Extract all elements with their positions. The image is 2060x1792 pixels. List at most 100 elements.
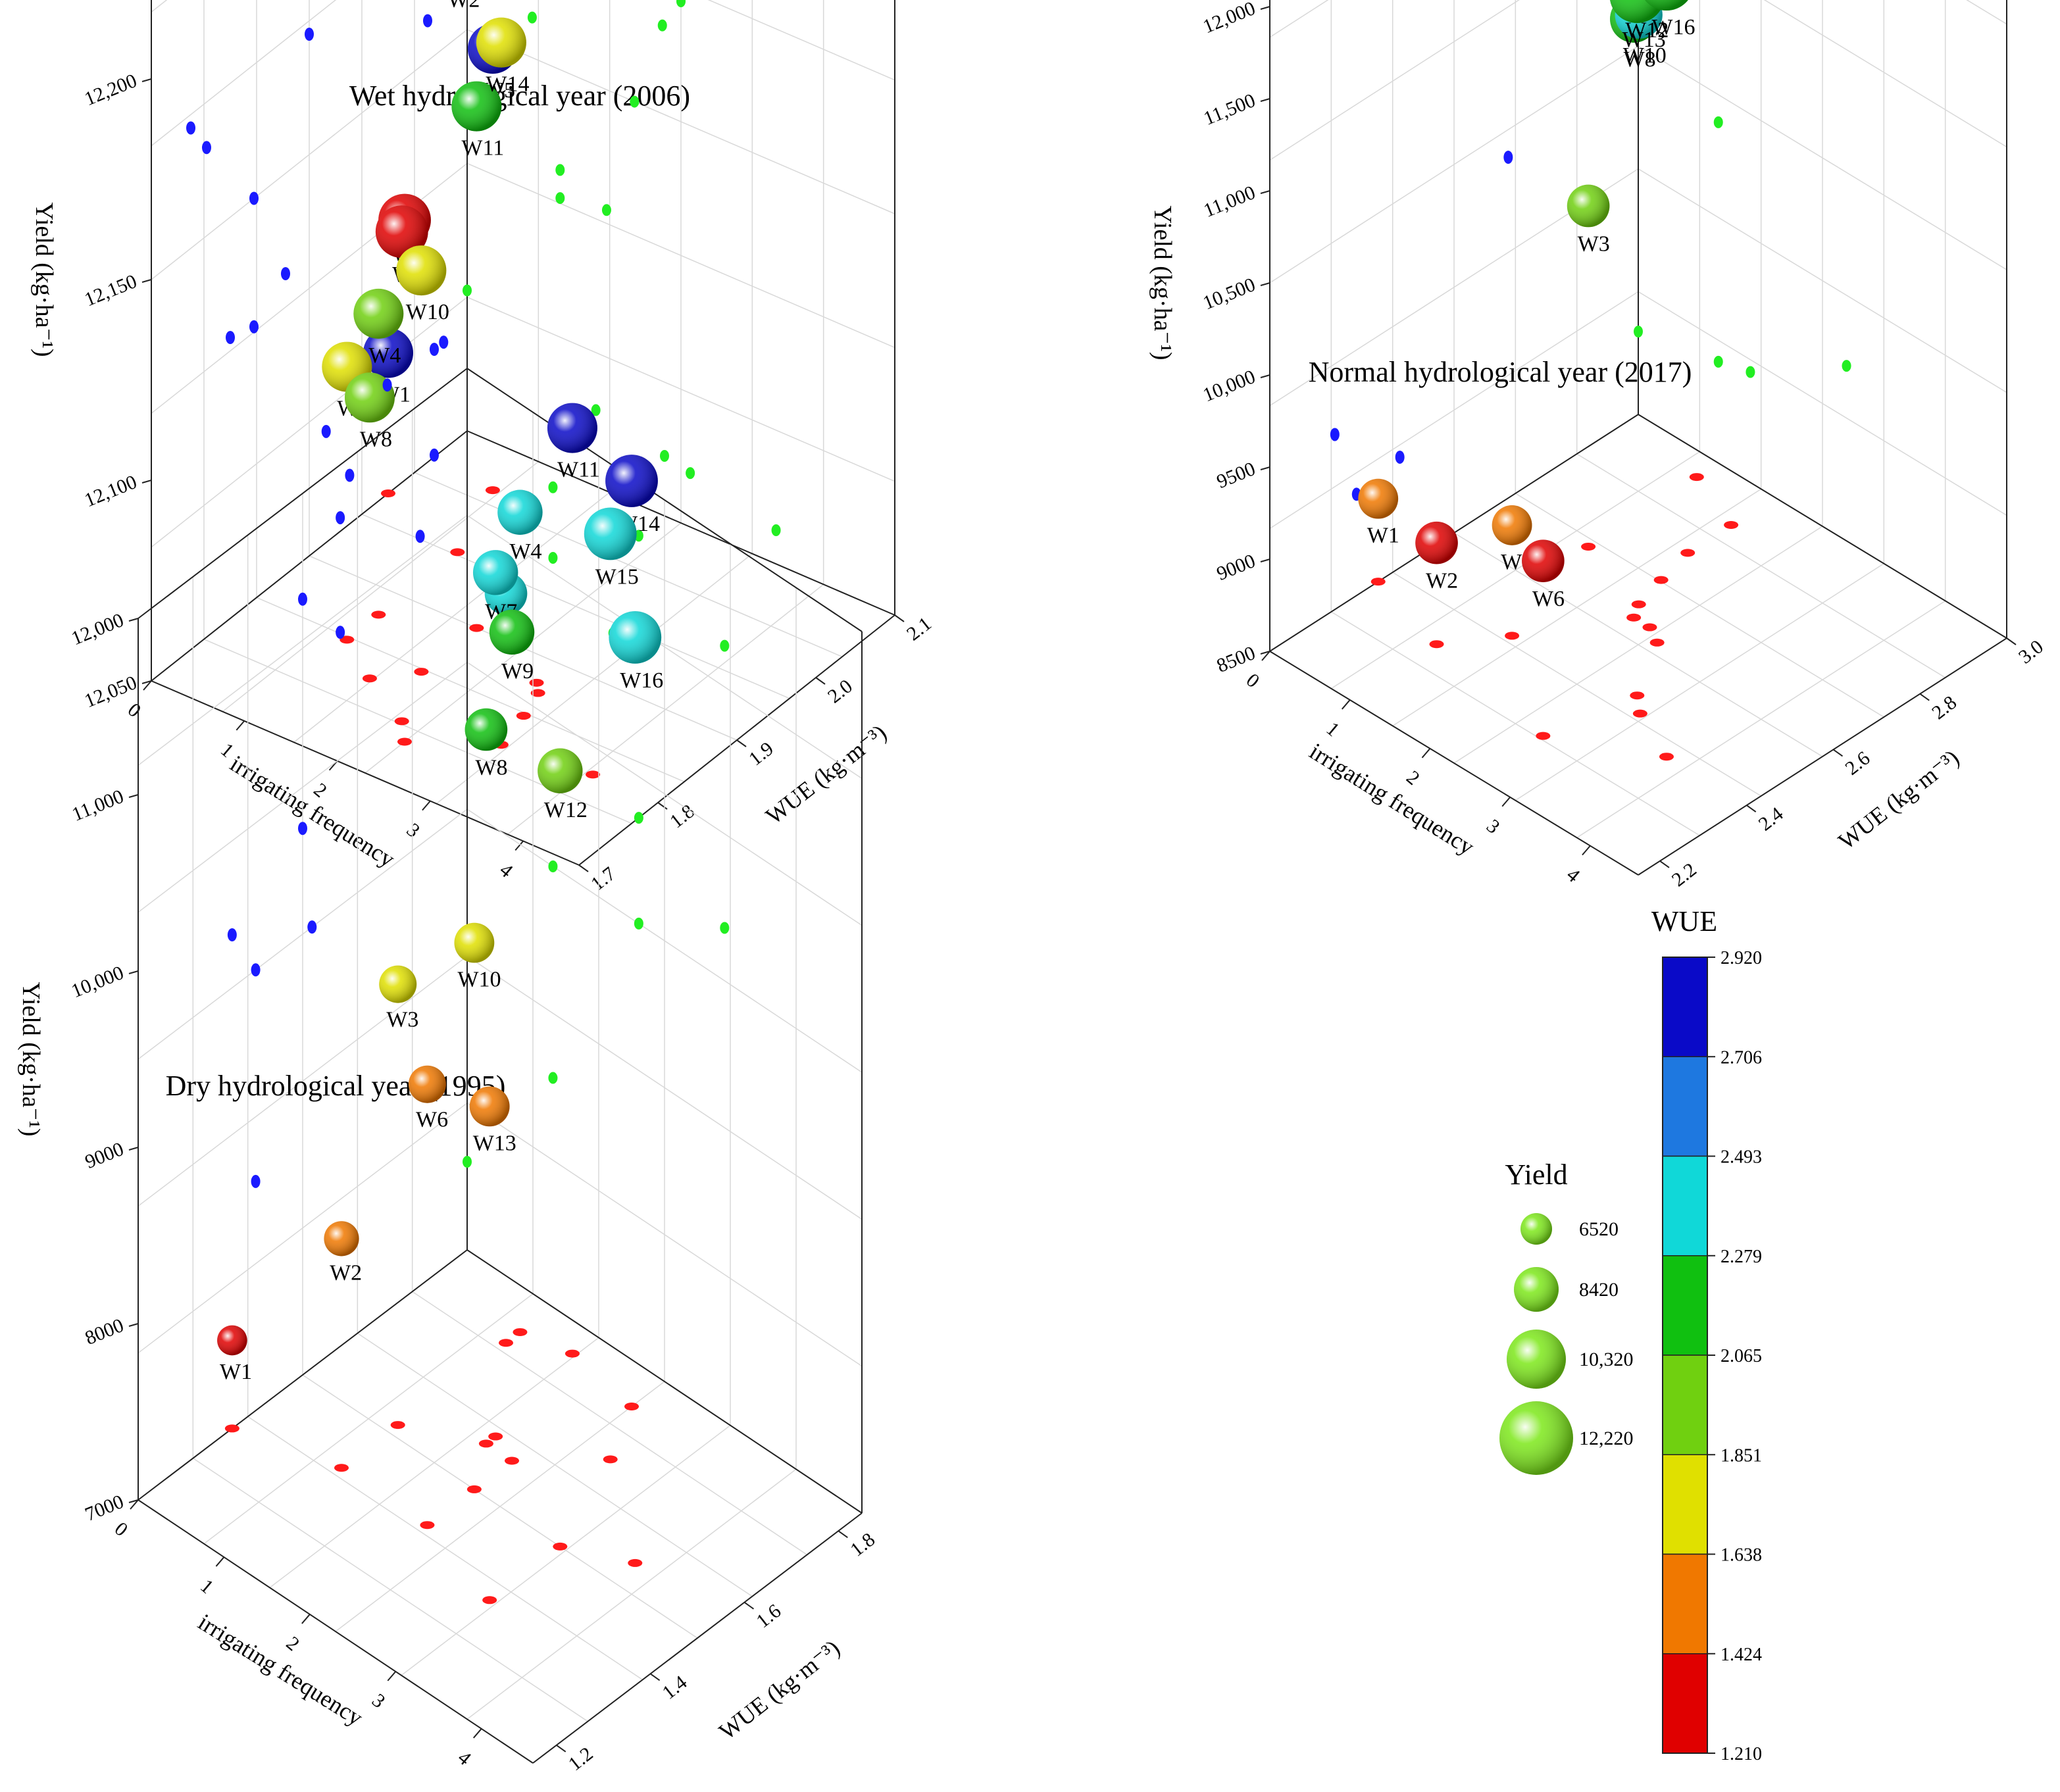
y-tick-label: 1.2 — [565, 1743, 597, 1775]
projection-dot-wall-right — [601, 204, 611, 216]
sphere-shading — [344, 372, 395, 423]
z-axis-label: Yield (kg·ha⁻¹) — [1149, 205, 1176, 360]
y-tick-mark — [815, 677, 826, 685]
sphere-shading — [584, 507, 637, 560]
colorbar-tick-label: 1.851 — [1721, 1445, 1762, 1466]
sphere-shading — [472, 550, 518, 595]
x-tick-label: 4 — [1563, 864, 1584, 887]
projection-dot-floor — [334, 1464, 349, 1472]
x-tick-mark — [301, 1614, 311, 1624]
z-axis-label: Yield (kg·ha⁻¹) — [30, 202, 58, 357]
x-tick-mark — [387, 1671, 397, 1681]
point-label: W10 — [1623, 43, 1667, 68]
colorbar-tick-label: 2.493 — [1721, 1147, 1762, 1168]
data-point-w7: W7 — [472, 550, 518, 624]
box-edge — [466, 1249, 863, 1514]
wall-grid-line — [1269, 0, 1520, 161]
projection-dot-wall-right — [686, 467, 695, 480]
sphere-shading — [547, 403, 597, 453]
projection-dot-wall-right — [634, 812, 643, 824]
point-label: W11 — [557, 458, 600, 482]
point-label: W8 — [360, 427, 392, 451]
data-point-w11: W11 — [547, 403, 600, 482]
colorbar-segment — [1662, 1653, 1708, 1754]
y-tick-label: 2.0 — [824, 675, 857, 707]
size-legend-sphere-shading — [1520, 1213, 1552, 1245]
x-tick-labels: 4 3 2 1 0 — [1242, 651, 1591, 887]
sphere-shading — [396, 245, 447, 296]
z-tick-mark — [1260, 6, 1270, 10]
data-point-w8: W8 — [344, 372, 395, 451]
panels: Wet hydrological year (2006)43210irrigat… — [17, 0, 2047, 1775]
size-legend-item: 8420 — [1514, 1267, 1619, 1312]
data-point-w3: W3 — [1567, 184, 1610, 256]
size-legend-label: 6520 — [1579, 1218, 1619, 1240]
sphere-shading — [605, 455, 658, 507]
projection-dot-wall-right — [548, 481, 558, 493]
y-axis-label: WUE (kg·m⁻³) — [714, 1635, 845, 1745]
projection-dot-floor — [397, 737, 412, 746]
size-legend-items: 6520 8420 10,320 12,220 — [1499, 1213, 1634, 1475]
x-tick-label: 2 — [282, 1632, 304, 1655]
size-legend-item: 10,320 — [1507, 1330, 1634, 1389]
projection-dot-wall-right — [771, 524, 781, 537]
x-tick-label: 1 — [1322, 718, 1344, 741]
projection-dot-floor — [224, 1424, 239, 1433]
projection-dot-wall-left — [430, 448, 439, 462]
z-tick-labels: 8500 9000 9500 10,000 10,500 11,000 11,500 12,0… — [1200, 0, 1270, 677]
colorbar-tick-label: 1.210 — [1721, 1744, 1762, 1764]
x-tick-label: 3 — [368, 1689, 389, 1712]
data-point-w10: W10 — [454, 922, 501, 992]
projection-dot-floor — [371, 610, 386, 619]
colorbar-segment — [1662, 1355, 1708, 1455]
sphere-shading — [324, 1221, 359, 1257]
point-label: W13 — [1622, 28, 1666, 52]
sphere-shading — [408, 1065, 446, 1103]
box-edge — [151, 680, 580, 866]
data-point-w2: W2 — [447, 0, 480, 12]
z-tick-label: 8500 — [1214, 642, 1259, 677]
sphere-shading — [609, 611, 662, 664]
projection-dot-wall-right — [527, 11, 537, 24]
size-legend-item: 12,220 — [1499, 1401, 1634, 1475]
projection-dot-wall-left — [307, 920, 317, 934]
data-point-w3: W3 — [379, 965, 418, 1032]
data-point-w6: W6 — [408, 1065, 448, 1132]
projection-dot-floor — [1626, 613, 1642, 622]
projection-dot-wall-right — [1842, 360, 1851, 372]
projection-dot-wall-left — [298, 592, 307, 606]
colorbar-segment — [1662, 1454, 1708, 1555]
projection-dot-wall-left — [227, 928, 237, 942]
y-tick-mark — [1832, 749, 1844, 757]
projection-dot-wall-right — [630, 95, 640, 108]
y-tick-mark — [838, 1530, 848, 1538]
projection-dot-floor — [381, 489, 395, 497]
sphere-shading — [363, 328, 413, 378]
y-tick-mark — [894, 614, 905, 622]
point-label: W3 — [1578, 232, 1610, 256]
y-tick-label: 1.6 — [752, 1600, 785, 1632]
z-tick-mark — [1260, 190, 1270, 194]
projection-dot-floor — [499, 1339, 514, 1347]
point-label: W16 — [620, 668, 663, 693]
projection-dot-floor — [1649, 638, 1665, 647]
y-tick-label: 3.0 — [2015, 635, 2047, 668]
x-tick-label: 4 — [453, 1747, 475, 1770]
point-label: W4 — [509, 539, 541, 564]
sphere-shading — [469, 1086, 510, 1127]
projection-dot-wall-left — [336, 626, 345, 639]
x-tick-mark — [1501, 797, 1511, 807]
sphere-shading — [1522, 539, 1565, 582]
y-tick-label: 1.8 — [846, 1529, 879, 1561]
box-edge — [138, 1249, 468, 1501]
projection-dot-floor — [513, 1328, 528, 1336]
projection-dot-floor — [1631, 600, 1646, 609]
point-label: W3 — [386, 1008, 418, 1032]
projection-dot-wall-left — [281, 267, 290, 280]
y-tick-label: 2.2 — [1668, 859, 1701, 891]
z-tick-mark — [141, 480, 152, 484]
z-tick-mark — [141, 680, 152, 684]
z-tick-label: 10,000 — [68, 962, 127, 1003]
point-label: W15 — [595, 564, 639, 589]
